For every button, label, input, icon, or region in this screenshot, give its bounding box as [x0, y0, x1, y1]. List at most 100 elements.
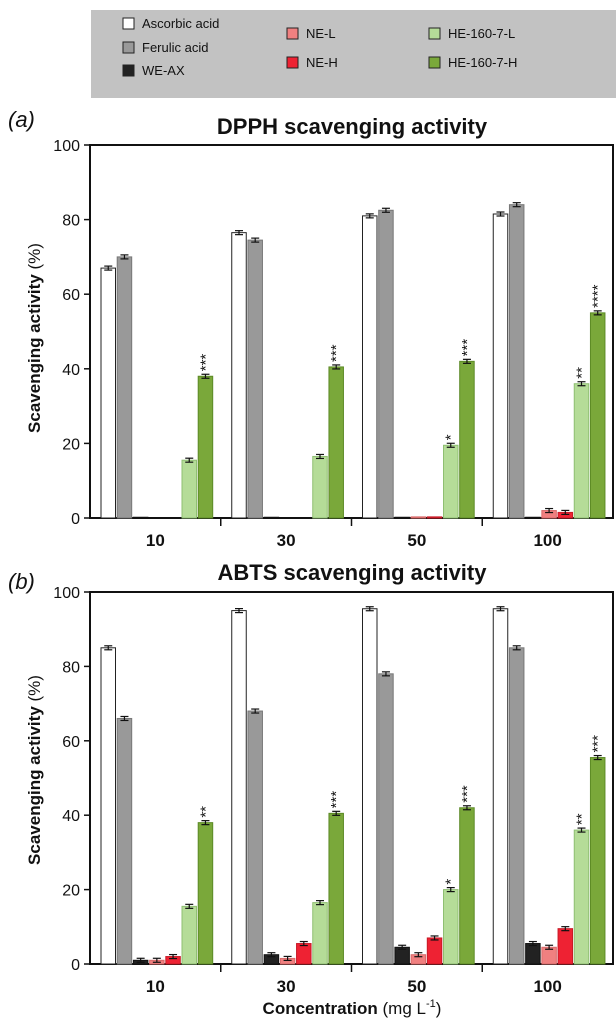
panel-a-error-bar — [120, 254, 129, 260]
panel-b-error-bar — [593, 754, 602, 761]
legend-swatch — [122, 64, 135, 77]
panel-b-error-bar — [120, 715, 129, 722]
x-axis-label-sup: -1 — [426, 998, 436, 1010]
panel-a-title: DPPH scavenging activity — [217, 114, 488, 139]
panel-a-x-tick-label: 50 — [407, 531, 426, 550]
panel-b-tag: (b) — [8, 569, 35, 594]
panel-b-error-bar — [561, 926, 570, 932]
panel-a-y-axis-label: Scavenging activity (%) — [25, 243, 44, 433]
panel-b-error-bar — [430, 935, 439, 941]
panel-a-bar — [378, 209, 394, 519]
panel-a-error-bar — [104, 265, 113, 271]
panel-b-error-bar — [316, 900, 324, 906]
panel-b-error-bar — [332, 810, 341, 816]
panel-a-y-tick-label: 40 — [62, 362, 80, 379]
panel-b-error-bar — [365, 606, 374, 612]
panel-a-y-tick-label: 80 — [62, 213, 80, 230]
panel-a-significance-label: **** — [590, 284, 607, 308]
panel-b-significance-label: *** — [590, 735, 607, 753]
panel-b-error-bar — [512, 645, 521, 651]
panel-a-x-tick-label: 100 — [533, 531, 561, 550]
panel-b-error-bar — [136, 957, 145, 963]
panel-a-bar — [181, 459, 197, 519]
panel-a-plot-frame — [89, 144, 614, 519]
panel-b-error-bar — [496, 606, 505, 612]
panel-b-bar — [247, 710, 263, 965]
panel-a-error-bar — [381, 207, 390, 213]
panel-a-error-bar — [446, 442, 455, 448]
panel-a-bar — [116, 256, 133, 519]
panel-b-y-tick-label: 40 — [62, 808, 80, 825]
panel-a-significance-label: * — [443, 434, 460, 440]
panel-b-bar — [573, 829, 590, 965]
legend-label: Ferulic acid — [142, 40, 208, 55]
legend-item: NE-L — [286, 26, 336, 41]
panel-a-bar — [263, 516, 280, 519]
panel-b-error-bar — [267, 952, 276, 958]
panel-b-error-bar — [446, 886, 455, 893]
panel-a-bar — [132, 516, 149, 519]
panel-b-significance-label: *** — [459, 785, 476, 803]
panel-b-title: ABTS scavenging activity — [218, 560, 488, 585]
panel-b-significance-label: ** — [574, 813, 591, 825]
panel-a-bar — [525, 516, 541, 519]
panel-a-significance-label: *** — [197, 354, 214, 372]
legend-item: Ferulic acid — [122, 40, 208, 55]
legend-item: WE-AX — [122, 63, 185, 78]
panel-b-bar — [116, 717, 133, 965]
panel-a-error-bar — [577, 381, 586, 387]
panel-b-y-tick-label: 100 — [53, 585, 80, 602]
panel-a-bar — [247, 239, 263, 519]
panel-b-error-bar — [169, 953, 178, 960]
panel-b-x-tick-label: 50 — [407, 977, 426, 996]
panel-b-error-bar — [462, 805, 471, 811]
legend-item: NE-H — [286, 55, 338, 70]
legend-label: Ascorbic acid — [142, 16, 219, 31]
panel-b-error-bar — [414, 952, 423, 958]
panel-a-y-tick-label: 100 — [53, 138, 80, 155]
x-axis-label-main: Concentration — [263, 999, 378, 1018]
panel-a-error-bar — [561, 509, 570, 516]
panel-b-error-bar — [381, 671, 390, 677]
panel-b-error-bar — [577, 827, 586, 833]
panel-a-error-bar — [235, 230, 243, 236]
panel-a-bar — [100, 267, 116, 519]
panel-a-error-bar — [496, 211, 505, 217]
panel-a-y-tick-label: 0 — [71, 511, 80, 528]
legend-swatch — [428, 27, 441, 40]
panel-b-bar — [328, 812, 344, 965]
panel-b-x-tick-label: 100 — [533, 977, 561, 996]
panel-b-bar — [231, 610, 247, 965]
x-axis-label-close: ) — [436, 999, 442, 1018]
panel-a-bar — [443, 444, 459, 519]
panel-a-error-bar — [251, 237, 260, 243]
panel-b: (b) ABTS scavenging activity Scavenging … — [8, 560, 614, 1018]
legend-background — [91, 10, 616, 98]
panel-b-significance-label: * — [443, 879, 460, 885]
panel-a-x-tick-label: 30 — [277, 531, 296, 550]
legend-item: HE-160-7-H — [428, 55, 517, 70]
panel-b-bar — [100, 647, 116, 965]
panel-b-bar — [459, 807, 475, 965]
panel-b-y-tick-label: 80 — [62, 659, 80, 676]
legend-swatch — [286, 56, 299, 69]
x-axis-label-unit: (mg L — [383, 999, 426, 1018]
panel-a-bar — [328, 366, 344, 519]
panel-b-y-axis-label: Scavenging activity (%) — [25, 675, 44, 865]
panel-a-significance-label: *** — [459, 339, 476, 357]
legend-label: HE-160-7-H — [448, 55, 517, 70]
panel-b-error-bar — [185, 903, 194, 909]
panel-b-bar — [557, 928, 574, 965]
legend-swatch — [122, 17, 135, 30]
legend-item: Ascorbic acid — [122, 16, 219, 31]
panel-b-error-bar — [398, 944, 407, 950]
panel-b-bar — [443, 889, 459, 965]
panel-b-error-bar — [201, 820, 210, 826]
panel-a-error-bar — [365, 213, 374, 219]
legend-label: HE-160-7-L — [448, 26, 515, 41]
panel-b-y-tick-label: 20 — [62, 883, 80, 900]
panel-b-bar — [589, 757, 606, 965]
panel-a-error-bar — [201, 373, 210, 379]
panel-b-error-bar — [152, 957, 161, 963]
panel-a-y-tick-label: 60 — [62, 287, 80, 304]
